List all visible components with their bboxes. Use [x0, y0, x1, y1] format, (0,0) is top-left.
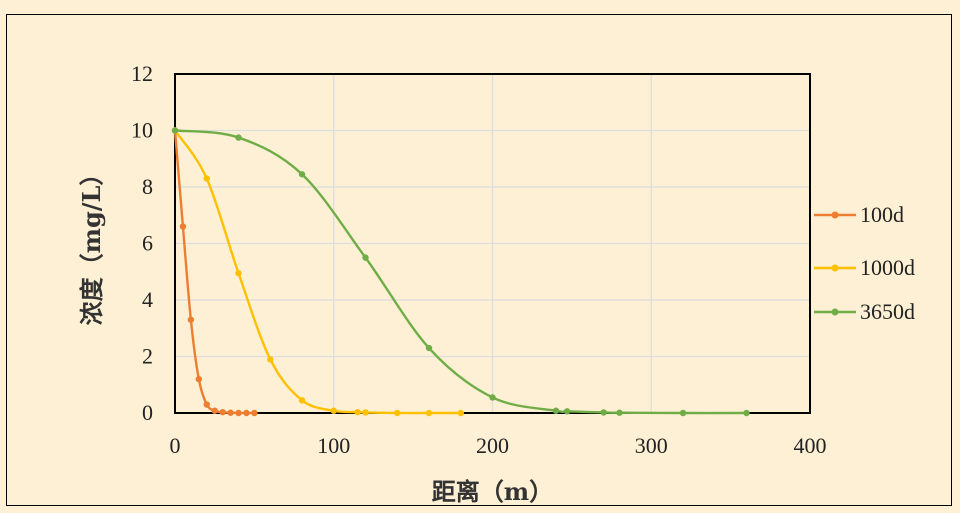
axis-ticks: 0 2 4 6 8 10 12 0 100 200 300 400 [131, 61, 827, 458]
legend-label: 1000d [860, 255, 915, 280]
legend-item-100d: 100d [814, 202, 904, 227]
data-point-1000d [330, 407, 337, 414]
data-point-3650d [616, 409, 623, 416]
data-point-3650d [362, 254, 369, 261]
series-1000d [171, 127, 464, 417]
series-3650d [171, 127, 750, 417]
data-point-3650d [563, 408, 571, 415]
data-point-3650d [489, 394, 496, 401]
data-point-3650d [235, 134, 242, 141]
series-line-100d [173, 130, 255, 415]
x-tick-label: 0 [170, 433, 181, 458]
data-point-3650d [600, 409, 607, 416]
data-point-3650d [298, 171, 306, 178]
data-point-1000d [235, 269, 242, 277]
series-line-1000d [173, 129, 461, 415]
data-point-100d [219, 408, 226, 416]
x-tick-label: 200 [476, 433, 509, 458]
data-point-1000d [354, 408, 361, 416]
y-tick-label: 0 [142, 400, 153, 425]
data-point-1000d [362, 409, 369, 416]
data-point-1000d [267, 356, 274, 363]
data-point-1000d [203, 175, 210, 182]
data-point-100d [227, 409, 234, 416]
data-point-3650d [743, 409, 750, 417]
data-point-100d [187, 316, 195, 323]
x-tick-label: 400 [794, 433, 827, 458]
legend-label: 100d [860, 202, 904, 227]
legend: 100d 1000d 3650d [814, 202, 915, 324]
data-point-100d [211, 407, 218, 414]
x-axis-title: 距离（m） [432, 477, 553, 506]
data-point-100d [251, 409, 258, 417]
data-point-100d [203, 401, 210, 408]
y-tick-label: 2 [142, 344, 153, 369]
plot-area [174, 73, 811, 414]
data-point-100d [243, 409, 250, 417]
series-layer [171, 127, 750, 417]
x-tick-label: 300 [635, 433, 668, 458]
y-tick-label: 12 [131, 61, 153, 86]
legend-marker [831, 308, 839, 316]
data-point-100d [195, 375, 203, 383]
data-point-1000d [298, 397, 306, 404]
data-point-3650d [679, 409, 687, 417]
data-point-100d [179, 223, 187, 230]
legend-item-1000d: 1000d [814, 255, 915, 280]
legend-item-3650d: 3650d [814, 299, 915, 324]
series-line-3650d [174, 129, 747, 415]
legend-marker [831, 211, 839, 219]
data-point-3650d [552, 407, 560, 414]
data-point-1000d [394, 409, 401, 417]
y-axis-title: 浓度（mg/L） [77, 162, 106, 326]
y-tick-label: 8 [142, 174, 153, 199]
y-tick-label: 6 [142, 231, 153, 256]
legend-marker [831, 264, 839, 272]
data-point-1000d [457, 409, 464, 417]
data-point-3650d [171, 127, 179, 134]
data-point-1000d [425, 409, 433, 417]
x-tick-label: 100 [317, 433, 350, 458]
data-point-100d [235, 409, 242, 417]
data-point-3650d [425, 344, 433, 352]
y-tick-label: 10 [131, 118, 153, 143]
series-100d [171, 127, 258, 417]
legend-label: 3650d [860, 299, 915, 324]
chart-frame [6, 14, 952, 506]
y-tick-label: 4 [142, 287, 153, 312]
